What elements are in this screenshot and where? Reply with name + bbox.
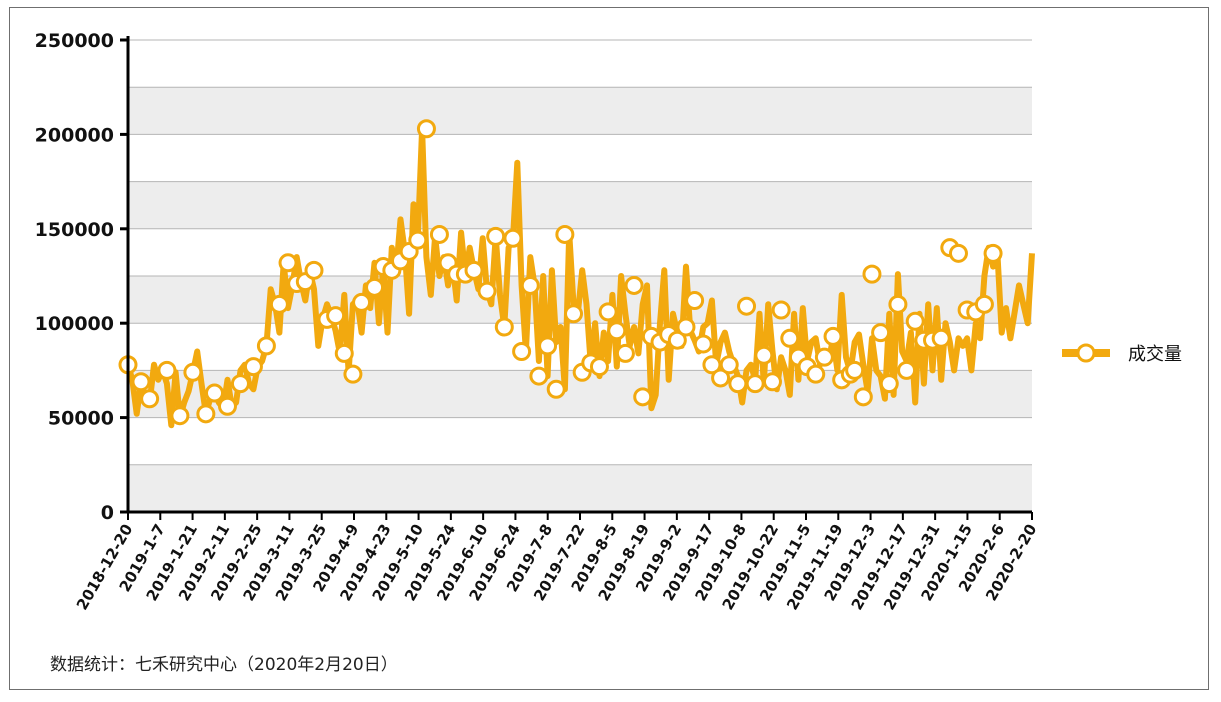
y-tick-label: 150000	[35, 219, 114, 241]
data-point-marker	[719, 355, 739, 375]
data-point-marker	[711, 368, 731, 388]
data-point-marker	[343, 364, 363, 384]
data-point-marker	[157, 360, 177, 380]
data-point-marker	[607, 321, 627, 341]
data-point-marker	[931, 328, 951, 348]
y-tick-label: 250000	[35, 30, 114, 52]
data-point-marker	[486, 226, 506, 246]
data-point-marker	[754, 345, 774, 365]
background-band	[128, 181, 1032, 229]
data-point-marker	[905, 311, 925, 331]
data-point-marker	[304, 260, 324, 280]
data-point-marker	[862, 264, 882, 284]
y-tick-label: 200000	[35, 124, 114, 146]
data-point-marker	[737, 296, 757, 316]
data-point-marker	[974, 294, 994, 314]
data-point-marker	[217, 396, 237, 416]
data-point-marker	[243, 357, 263, 377]
data-point-marker	[408, 230, 428, 250]
data-point-marker	[871, 323, 891, 343]
source-note: 数据统计：七禾研究中心（2020年2月20日）	[50, 655, 398, 675]
data-point-marker	[615, 343, 635, 363]
data-point-marker	[676, 317, 696, 337]
data-point-marker	[728, 374, 748, 394]
data-point-marker	[771, 300, 791, 320]
data-point-marker	[806, 364, 826, 384]
x-axis-ticks: 2018-12-202019-1-72019-1-212019-2-112019…	[73, 512, 1040, 613]
data-point-marker	[365, 277, 385, 297]
y-axis-ticks: 0 50000 100000 150000 200000 250000	[35, 30, 128, 524]
data-point-marker	[429, 224, 449, 244]
data-point-marker	[503, 228, 523, 248]
data-point-marker	[598, 302, 618, 322]
data-point-marker	[983, 243, 1003, 263]
data-point-marker	[762, 372, 782, 392]
data-point-marker	[269, 294, 289, 314]
y-tick-label: 100000	[35, 313, 114, 335]
data-point-marker	[624, 275, 644, 295]
data-point-marker	[278, 253, 298, 273]
data-point-marker	[685, 291, 705, 311]
data-point-marker	[529, 366, 549, 386]
data-point-marker	[205, 383, 225, 403]
data-point-marker	[464, 260, 484, 280]
y-tick-label: 0	[101, 502, 114, 524]
background-band	[128, 87, 1032, 135]
data-point-marker	[512, 342, 532, 362]
data-point-marker	[416, 119, 436, 139]
data-point-marker	[546, 379, 566, 399]
legend-marker-swatch	[1076, 343, 1096, 363]
data-point-marker	[140, 389, 160, 409]
data-point-marker	[780, 328, 800, 348]
series-volume-markers	[118, 119, 1003, 426]
data-point-marker	[334, 343, 354, 363]
data-point-marker	[131, 372, 151, 392]
background-band	[128, 464, 1032, 512]
data-point-marker	[948, 243, 968, 263]
data-point-marker	[326, 306, 346, 326]
data-point-marker	[853, 387, 873, 407]
data-point-marker	[589, 357, 609, 377]
data-point-marker	[888, 294, 908, 314]
chart-frame	[9, 7, 1209, 690]
data-point-marker	[494, 317, 514, 337]
data-point-marker	[196, 404, 216, 424]
data-point-marker	[745, 374, 765, 394]
data-point-marker	[555, 224, 575, 244]
legend-label: 成交量	[1128, 344, 1182, 365]
data-point-marker	[520, 275, 540, 295]
data-point-marker	[256, 336, 276, 356]
data-point-marker	[230, 374, 250, 394]
data-point-marker	[564, 304, 584, 324]
data-point-marker	[352, 292, 372, 312]
data-point-marker	[879, 374, 899, 394]
data-point-marker	[170, 406, 190, 426]
data-point-marker	[633, 387, 653, 407]
data-point-marker	[823, 326, 843, 346]
data-point-marker	[183, 362, 203, 382]
data-point-marker	[897, 360, 917, 380]
y-tick-label: 50000	[48, 408, 114, 430]
data-point-marker	[538, 336, 558, 356]
data-point-marker	[667, 330, 687, 350]
data-point-marker	[845, 360, 865, 380]
data-point-marker	[814, 347, 834, 367]
legend: 成交量	[1062, 343, 1182, 365]
data-point-marker	[477, 281, 497, 301]
data-point-marker	[693, 334, 713, 354]
